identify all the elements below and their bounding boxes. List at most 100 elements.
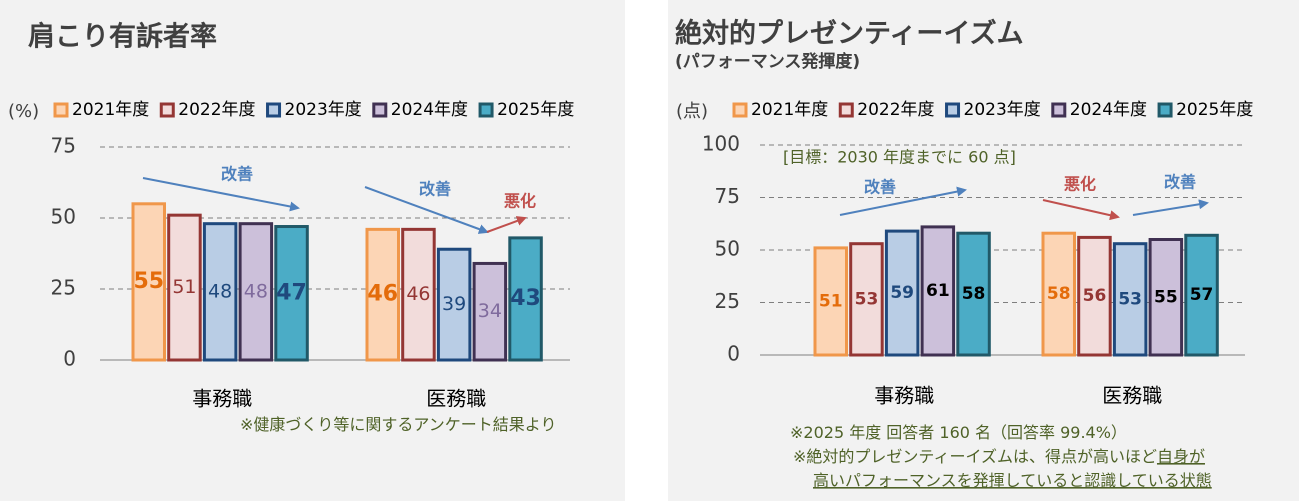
bar (472, 261, 508, 362)
annotation: [目標：2030 年度までに 60 点] (783, 148, 1016, 167)
annotation: 悪化 (504, 192, 536, 211)
data-label: 46 (406, 283, 430, 305)
note-text: ※健康づくり等に関するアンケート結果より (240, 415, 556, 434)
legend-swatch (732, 102, 748, 118)
x-tick-label: 医務職 (1102, 384, 1162, 408)
data-label: 61 (926, 281, 950, 301)
chart-title: 肩こり有訴者率 (28, 21, 217, 53)
y-axis-label: (%) (8, 101, 39, 122)
bar (849, 242, 884, 357)
y-tick-label: 75 (715, 184, 740, 208)
chart-title: 絶対的プレゼンティーイズム (675, 18, 1024, 50)
legend-label: 2022年度 (857, 100, 934, 120)
legend-label: 2023年度 (964, 100, 1041, 120)
bar (1112, 242, 1148, 357)
annotation: 改善 (221, 165, 253, 184)
note-text: ※健康づくり等に関するアンケート結果より (240, 415, 556, 434)
data-label: 53 (855, 289, 879, 309)
legend-label: 2024年度 (391, 100, 468, 120)
legend-label: 2021年度 (72, 100, 149, 120)
data-label: 47 (276, 280, 307, 305)
x-tick-label: 事務職 (874, 384, 934, 408)
legend-label: 2023年度 (285, 100, 362, 120)
legend-label: 2022年度 (178, 100, 255, 120)
y-axis-label: (点) (676, 101, 708, 122)
data-label: 56 (1083, 286, 1107, 306)
y-tick-label: 75 (51, 134, 76, 158)
y-tick-label: 0 (63, 347, 76, 371)
data-label: 51 (819, 291, 843, 311)
bar (920, 225, 956, 357)
data-label: 55 (133, 269, 164, 294)
y-tick-label: 25 (51, 276, 76, 300)
legend-swatch (159, 102, 175, 118)
y-tick-label: 100 (702, 132, 740, 156)
data-label: 34 (478, 300, 502, 322)
data-label: 48 (244, 280, 268, 302)
bar (202, 222, 238, 362)
note-text: ※絶対的プレゼンティーイズムは、得点が高いほど自身が (793, 447, 1205, 466)
bar (131, 202, 166, 362)
note-text: 高いパフォーマンスを発揮していると認識している状態 (813, 471, 1212, 490)
annotation: 悪化 (1064, 175, 1096, 194)
y-tick-label: 0 (727, 342, 740, 366)
bar (508, 236, 543, 362)
bar (401, 227, 436, 362)
legend-swatch (1157, 102, 1173, 118)
note-text: 自身が (1157, 447, 1205, 466)
note-text: ※絶対的プレゼンティーイズムは、得点が高いほど (793, 447, 1157, 466)
annotation: 改善 (1164, 173, 1196, 192)
legend-swatch (372, 102, 388, 118)
legend-swatch (945, 102, 961, 118)
bar (884, 229, 920, 357)
y-tick-label: 50 (715, 237, 740, 261)
legend-swatch (53, 102, 69, 118)
data-label: 57 (1190, 285, 1214, 305)
data-label: 48 (208, 280, 232, 302)
bar (238, 222, 274, 362)
bar (1184, 233, 1219, 357)
bar (167, 213, 202, 362)
y-tick-label: 25 (715, 289, 740, 313)
arrow (486, 216, 527, 233)
bar (813, 246, 848, 357)
bar (1148, 238, 1184, 357)
arrow (1132, 199, 1209, 216)
note-text: ※2025 年度 回答者 160 名（回答率 99.4%） (790, 423, 1127, 442)
arrow (142, 177, 300, 212)
data-label: 59 (890, 283, 914, 303)
legend-swatch (266, 102, 282, 118)
chart-subtitle: (パフォーマンス発揮度) (675, 51, 860, 72)
legend-label: 2021年度 (751, 100, 828, 120)
bar (956, 231, 991, 357)
bar (365, 227, 400, 362)
legend-label: 2025年度 (497, 100, 574, 120)
x-tick-label: 医務職 (426, 387, 486, 411)
note-text: 高いパフォーマンスを発揮していると認識している状態 (813, 471, 1212, 490)
legend-swatch (1051, 102, 1067, 118)
note-text: ※2025 年度 回答者 160 名（回答率 99.4%） (790, 423, 1127, 442)
y-tick-label: 50 (51, 205, 76, 229)
arrow (1042, 199, 1120, 221)
data-label: 58 (962, 284, 986, 304)
data-label: 58 (1047, 284, 1071, 304)
data-label: 55 (1154, 287, 1178, 307)
legend-swatch (838, 102, 854, 118)
data-label: 51 (172, 276, 196, 298)
bar (274, 225, 309, 362)
legend-label: 2025年度 (1176, 100, 1253, 120)
arrow (364, 186, 489, 234)
bar (1041, 231, 1076, 357)
annotation: 改善 (864, 178, 896, 197)
arrow (839, 186, 967, 216)
bar (436, 247, 472, 362)
data-label: 43 (510, 286, 541, 311)
legend-swatch (478, 102, 494, 118)
data-label: 46 (367, 282, 398, 307)
data-label: 53 (1118, 289, 1142, 309)
x-tick-label: 事務職 (192, 387, 252, 411)
bar (1077, 235, 1112, 357)
annotation: 改善 (419, 180, 451, 199)
